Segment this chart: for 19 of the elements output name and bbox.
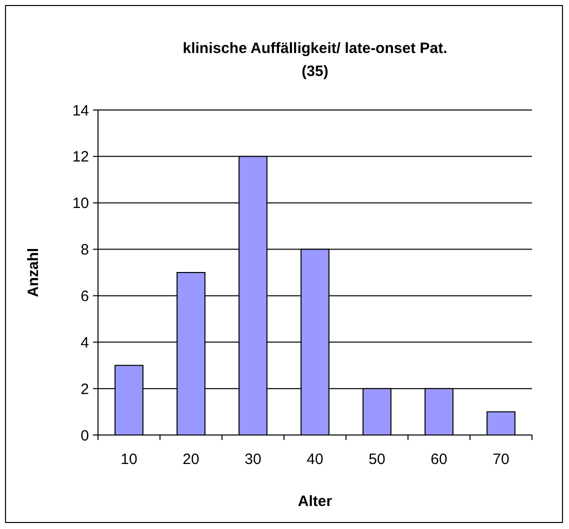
x-tick-label: 20 — [182, 451, 200, 468]
chart-title: klinische Auffälligkeit/ late-onset Pat. (35) — [182, 40, 448, 80]
x-tick-label: 70 — [492, 451, 510, 468]
x-tick-label: 10 — [120, 451, 138, 468]
bar — [486, 411, 516, 436]
y-tick-label: 12 — [72, 148, 89, 166]
y-tick-label: 2 — [80, 380, 89, 398]
y-tick-label: 10 — [72, 195, 89, 212]
y-axis-title: Anzahl — [25, 248, 42, 298]
x-tick-label: 40 — [306, 451, 324, 468]
x-tick-label: 50 — [368, 451, 386, 468]
x-tick-label: 30 — [244, 451, 262, 468]
y-tick-label: 8 — [80, 242, 89, 259]
x-axis-title: Alter — [298, 493, 332, 510]
x-tick-label: 60 — [430, 451, 448, 468]
y-tick-label: 0 — [80, 427, 89, 444]
y-tick-label: 6 — [80, 288, 89, 305]
y-tick-label: 14 — [72, 102, 89, 120]
y-tick-label: 4 — [80, 334, 89, 352]
